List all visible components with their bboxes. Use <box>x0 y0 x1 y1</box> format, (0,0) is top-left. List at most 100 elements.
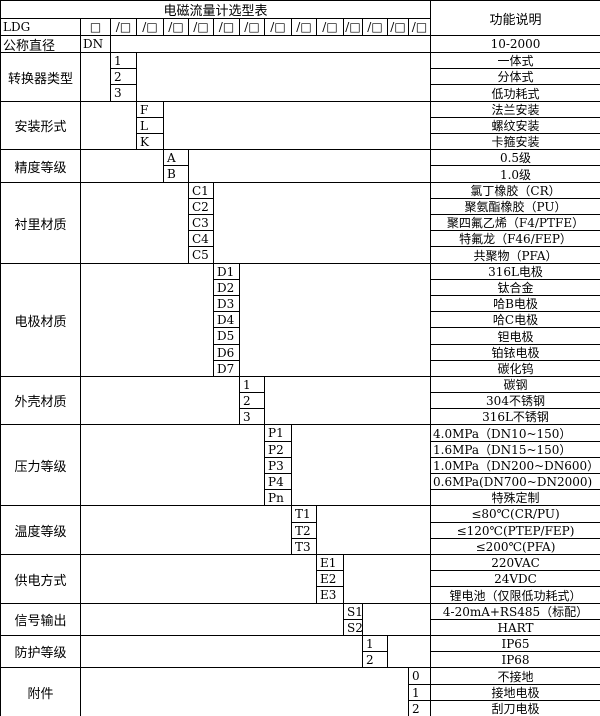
option-desc: 1.0MPa（DN200~DN600） <box>431 458 600 474</box>
option-desc: 316L电极 <box>431 264 600 280</box>
blank-cell <box>81 668 409 716</box>
option-desc: 24VDC <box>431 571 600 587</box>
option-desc: 聚四氟乙烯（F4/PTFE） <box>431 215 600 231</box>
option-code: D1 <box>214 264 240 280</box>
nominal-desc: 10-2000 <box>431 36 600 53</box>
option-desc: 低功耗式 <box>431 85 600 102</box>
option-code: 1 <box>409 685 431 701</box>
option-desc: ≤80℃(CR/PU) <box>431 506 600 523</box>
option-desc: 聚氨酯橡胶（PU） <box>431 199 600 215</box>
group-label: 信号输出 <box>1 604 81 636</box>
option-desc: IP65 <box>431 636 600 652</box>
blank-cell <box>189 150 431 183</box>
option-code: C4 <box>189 231 214 247</box>
option-desc: 哈B电极 <box>431 296 600 312</box>
model-slot: /□ <box>214 19 240 36</box>
option-code: T1 <box>292 506 317 523</box>
option-code: C2 <box>189 199 214 215</box>
model-slot: □ <box>81 19 111 36</box>
option-desc: 法兰安装 <box>431 102 600 118</box>
option-desc: HART <box>431 620 600 636</box>
model-slot: /□ <box>292 19 317 36</box>
group-label: 电极材质 <box>1 264 81 377</box>
option-code: E1 <box>317 555 344 571</box>
option-desc: ≤200℃(PFA) <box>431 539 600 555</box>
option-desc: 特殊定制 <box>431 490 600 506</box>
option-desc: 碳钢 <box>431 377 600 393</box>
blank-cell <box>81 183 189 264</box>
option-code: K <box>137 134 164 150</box>
option-code: D7 <box>214 361 240 377</box>
option-desc: ≤120℃(PTEP/FEP) <box>431 523 600 539</box>
blank-cell <box>81 102 137 150</box>
option-code: E3 <box>317 587 344 604</box>
model-slot: /□ <box>363 19 388 36</box>
model-slot: /□ <box>388 19 409 36</box>
model-slot: /□ <box>240 19 265 36</box>
blank-cell <box>81 53 111 102</box>
group-label: 供电方式 <box>1 555 81 604</box>
option-desc: 特氟龙（F46/FEP） <box>431 231 600 247</box>
model-slot: /□ <box>111 19 137 36</box>
option-code: P2 <box>265 442 292 458</box>
option-code: P4 <box>265 474 292 490</box>
blank-cell <box>388 636 431 668</box>
blank-cell <box>363 604 431 636</box>
option-desc: 1.6MPa（DN15~150） <box>431 442 600 458</box>
option-code: D4 <box>214 312 240 328</box>
blank-cell <box>81 555 317 604</box>
option-desc: 316L不锈钢 <box>431 409 600 425</box>
option-code: 3 <box>240 409 265 425</box>
group-label: 压力等级 <box>1 425 81 506</box>
option-desc: IP68 <box>431 652 600 668</box>
option-desc: 4-20mA+RS485（标配） <box>431 604 600 620</box>
option-desc: 1.0级 <box>431 166 600 183</box>
option-code: E2 <box>317 571 344 587</box>
option-code: 2 <box>363 652 388 668</box>
option-code: T2 <box>292 523 317 539</box>
option-desc: 氯丁橡胶（CR） <box>431 183 600 199</box>
blank-cell <box>81 150 164 183</box>
option-code: F <box>137 102 164 118</box>
group-label: 衬里材质 <box>1 183 81 264</box>
option-desc: 碳化钨 <box>431 361 600 377</box>
option-desc: 0.5级 <box>431 150 600 166</box>
option-code: L <box>137 118 164 134</box>
option-code: A <box>164 150 189 166</box>
option-code: S2 <box>344 620 363 636</box>
function-header: 功能说明 <box>431 1 600 36</box>
option-code: 1 <box>240 377 265 393</box>
option-code: Pn <box>265 490 292 506</box>
blank-cell <box>317 506 431 555</box>
model-slot: /□ <box>137 19 164 36</box>
blank-cell <box>81 506 292 555</box>
blank-cell <box>137 53 431 102</box>
option-desc: 220VAC <box>431 555 600 571</box>
option-desc: 铂铱电极 <box>431 345 600 361</box>
blank-cell <box>81 604 344 636</box>
option-desc: 分体式 <box>431 69 600 85</box>
blank-cell <box>344 555 431 604</box>
option-code: D2 <box>214 280 240 296</box>
option-desc: 不接地 <box>431 668 600 685</box>
option-code: 0 <box>409 668 431 685</box>
option-desc: 304不锈钢 <box>431 393 600 409</box>
option-code: D3 <box>214 296 240 312</box>
option-code: 2 <box>240 393 265 409</box>
model-slot: /□ <box>189 19 214 36</box>
blank-cell <box>81 377 240 425</box>
group-label: 外壳材质 <box>1 377 81 425</box>
option-desc: 刮刀电极 <box>431 701 600 716</box>
blank-cell <box>111 36 431 53</box>
nominal-code: DN <box>81 36 111 53</box>
blank-cell <box>240 264 431 377</box>
model-slot: /□ <box>344 19 363 36</box>
option-code: 1 <box>363 636 388 652</box>
blank-cell <box>214 183 431 264</box>
model-slot: /□ <box>265 19 292 36</box>
option-code: 3 <box>111 85 137 102</box>
option-code: P1 <box>265 425 292 442</box>
table-title: 电磁流量计选型表 <box>1 1 431 19</box>
model-slot: /□ <box>317 19 344 36</box>
